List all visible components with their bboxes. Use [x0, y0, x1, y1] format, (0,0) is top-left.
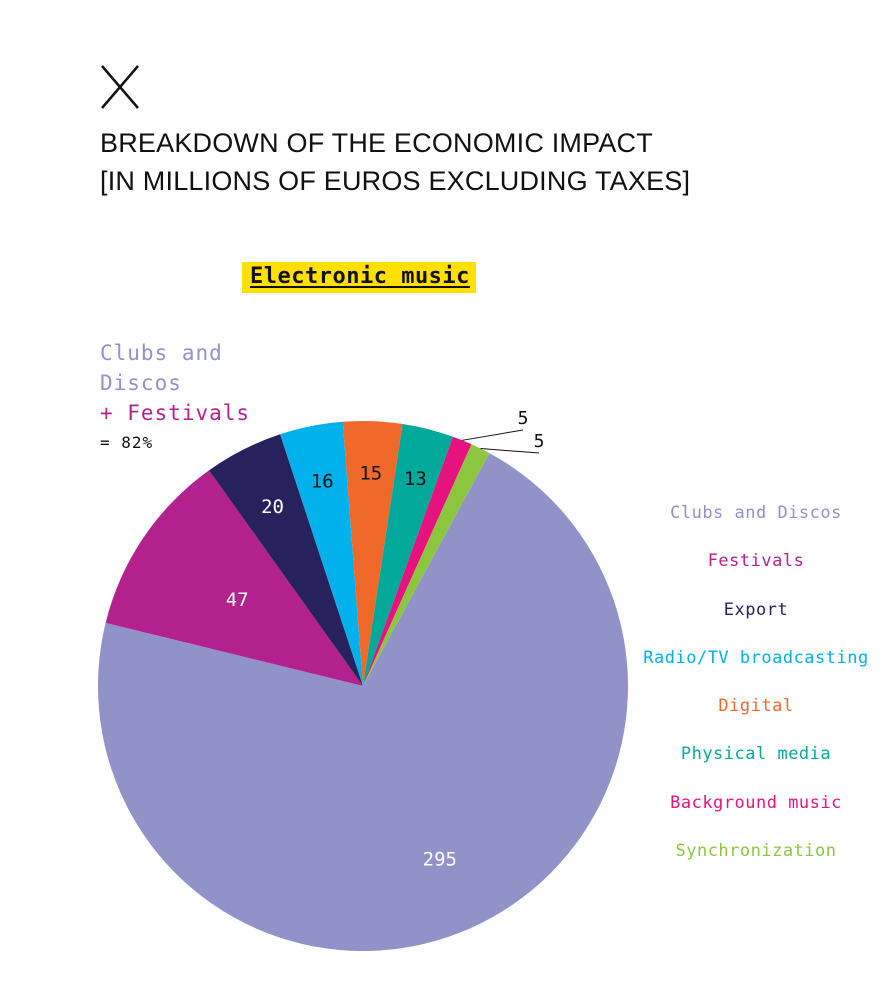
- legend-item: Radio/TV broadcasting: [643, 647, 869, 668]
- chart-title: BREAKDOWN OF THE ECONOMIC IMPACT [IN MIL…: [100, 124, 860, 200]
- share-annotation-line-3: + Festivals: [100, 401, 251, 425]
- slice-value-label: 5: [534, 431, 545, 452]
- legend-item: Clubs and Discos: [670, 503, 842, 523]
- share-annotation: Clubs and Discos + Festivals = 82%: [100, 338, 250, 458]
- legend-item: Background music: [670, 792, 842, 813]
- share-annotation-line-2: Discos: [100, 371, 182, 395]
- legend-item: Physical media: [680, 744, 832, 765]
- chart-title-line-1: BREAKDOWN OF THE ECONOMIC IMPACT: [100, 128, 653, 158]
- pie-slice: [280, 421, 363, 686]
- chart-legend: Clubs and Discos Festivals Export Radio/TV …: [628, 503, 884, 889]
- pie-slice: [98, 453, 628, 951]
- share-annotation-line-4: = 82%: [100, 433, 154, 452]
- share-annotation-line-1: Clubs and: [100, 341, 223, 365]
- legend-item: Export: [723, 599, 789, 620]
- pie-slice: [342, 421, 403, 686]
- slice-value-label: 47: [226, 589, 249, 611]
- pie-slice: [363, 436, 472, 686]
- leader-line: [462, 429, 524, 441]
- pie-slice: [363, 444, 490, 686]
- legend-item: Synchronization: [675, 841, 837, 862]
- pie-slice: [208, 434, 363, 686]
- chart-title-line-2: [IN MILLIONS OF EUROS EXCLUDING TAXES]: [100, 166, 691, 196]
- pie-slice: [363, 423, 453, 686]
- slice-value-label: 16: [311, 471, 334, 493]
- slice-value-label: 295: [423, 848, 457, 870]
- legend-item: Digital: [718, 696, 794, 717]
- legend-item: Festivals: [707, 551, 805, 572]
- slice-value-label: 5: [518, 408, 529, 429]
- close-icon[interactable]: [100, 64, 140, 110]
- category-tag: Electronic music: [242, 262, 476, 293]
- leader-line: [480, 448, 540, 454]
- slice-value-label: 20: [261, 496, 284, 518]
- pie-slice: [105, 470, 363, 686]
- slice-value-label: 13: [404, 468, 427, 490]
- slice-value-label: 15: [359, 463, 382, 485]
